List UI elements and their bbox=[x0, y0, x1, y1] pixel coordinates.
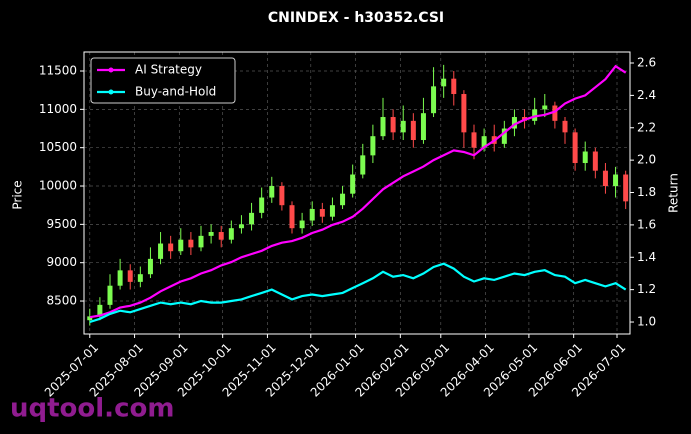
legend-label: AI Strategy bbox=[135, 63, 202, 77]
candle-body bbox=[410, 120, 416, 141]
candle-body bbox=[461, 94, 467, 133]
candle-body bbox=[400, 120, 406, 133]
candle-body bbox=[602, 170, 608, 187]
y2-tick-label: 1.6 bbox=[637, 217, 656, 231]
candle-body bbox=[168, 243, 174, 252]
y2-tick-label: 1.2 bbox=[637, 282, 656, 296]
y-tick-label: 8500 bbox=[46, 294, 77, 308]
y2-tick-label: 2.2 bbox=[637, 120, 656, 134]
candle-body bbox=[107, 285, 113, 305]
candle-body bbox=[158, 243, 164, 259]
y2-tick-label: 1.0 bbox=[637, 315, 656, 329]
candle-body bbox=[572, 132, 578, 164]
candle-body bbox=[451, 78, 457, 95]
candle-body bbox=[592, 151, 598, 171]
candle-body bbox=[228, 228, 234, 240]
chart-title: CNINDEX - h30352.CSI bbox=[268, 10, 444, 26]
candle-body bbox=[299, 220, 305, 229]
candle-body bbox=[117, 270, 123, 286]
legend-marker bbox=[108, 67, 114, 73]
y-tick-label: 10000 bbox=[39, 179, 77, 193]
y2-tick-label: 2.6 bbox=[637, 56, 656, 70]
y2-tick-label: 1.4 bbox=[637, 250, 656, 264]
candle-body bbox=[259, 197, 265, 213]
candle-body bbox=[582, 151, 588, 164]
watermark: uqtool.com bbox=[10, 394, 174, 424]
candle-body bbox=[431, 86, 437, 114]
candle-body bbox=[562, 120, 568, 133]
candle-body bbox=[613, 174, 619, 187]
candle-body bbox=[249, 212, 255, 225]
legend: AI Strategy Buy-and-Hold bbox=[90, 57, 236, 104]
legend-box bbox=[90, 57, 236, 104]
y-tick-label: 11500 bbox=[39, 64, 77, 78]
y2-axis-label: Return bbox=[667, 173, 681, 213]
candle-body bbox=[279, 186, 285, 206]
candle-body bbox=[471, 132, 477, 148]
series-line bbox=[89, 262, 627, 324]
y2-tick-label: 2.4 bbox=[637, 88, 656, 102]
candle-body bbox=[380, 117, 386, 137]
y-tick-label: 10500 bbox=[39, 140, 77, 154]
y-tick-label: 9500 bbox=[46, 217, 77, 231]
candle-body bbox=[552, 105, 558, 121]
candle-body bbox=[87, 316, 93, 321]
legend-label: Buy-and-Hold bbox=[135, 85, 216, 99]
candle-body bbox=[269, 186, 275, 198]
candle-body bbox=[532, 109, 538, 121]
legend-marker bbox=[108, 89, 114, 95]
candle-body bbox=[481, 136, 487, 148]
candle-body bbox=[147, 258, 153, 275]
candle-body bbox=[178, 239, 184, 252]
candle-body bbox=[441, 78, 447, 87]
candle-body bbox=[208, 232, 214, 236]
candle-body bbox=[360, 155, 366, 175]
candle-body bbox=[319, 209, 325, 217]
candle-body bbox=[511, 117, 517, 129]
candle-body bbox=[350, 174, 356, 194]
candle-body bbox=[198, 235, 204, 248]
candle-body bbox=[188, 239, 194, 248]
candle-body bbox=[329, 205, 335, 217]
candle-body bbox=[420, 113, 426, 141]
y-tick-label: 11000 bbox=[39, 102, 77, 116]
candle-body bbox=[97, 304, 103, 317]
candle-body bbox=[127, 270, 133, 282]
candle-body bbox=[542, 105, 548, 110]
candle-body bbox=[309, 209, 315, 221]
y2-tick-label: 1.8 bbox=[637, 185, 656, 199]
candle-body bbox=[289, 205, 295, 229]
candle-body bbox=[218, 232, 224, 240]
candle-body bbox=[137, 274, 143, 282]
candle-body bbox=[238, 224, 244, 229]
y-tick-label: 9000 bbox=[46, 255, 77, 269]
plot-frame bbox=[83, 51, 631, 335]
candle-body bbox=[623, 174, 629, 202]
candle-body bbox=[390, 117, 396, 133]
candle-body bbox=[501, 128, 507, 144]
y2-tick-label: 2.0 bbox=[637, 153, 656, 167]
candle-body bbox=[370, 136, 376, 156]
y-axis-label: Price bbox=[11, 180, 25, 209]
candle-body bbox=[340, 193, 346, 206]
series-line bbox=[89, 64, 627, 319]
